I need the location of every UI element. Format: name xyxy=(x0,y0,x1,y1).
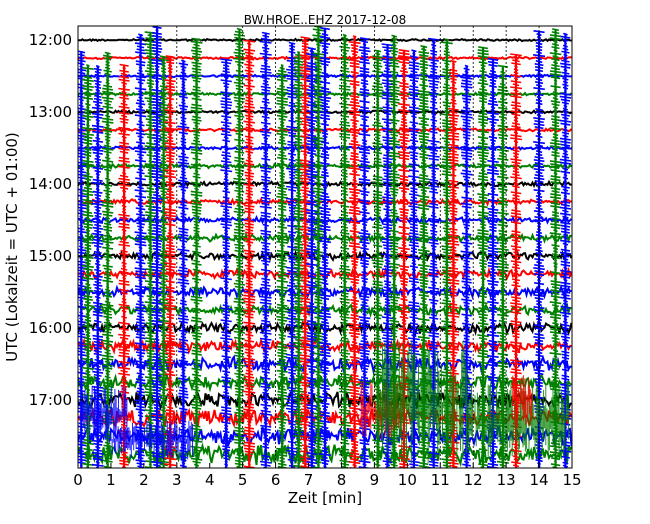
event-spike xyxy=(338,33,351,468)
x-axis-label: Zeit [min] xyxy=(288,489,362,507)
x-tick-label: 1 xyxy=(106,471,116,489)
y-axis-label: UTC (Lokalzeit = UTC + 01:00) xyxy=(3,132,21,362)
event-spike xyxy=(220,58,233,468)
x-tick-label: 4 xyxy=(205,471,215,489)
event-spike xyxy=(164,55,177,468)
event-spike xyxy=(276,63,289,468)
noise-burst xyxy=(110,420,193,460)
event-spike xyxy=(150,26,164,468)
event-spike xyxy=(190,37,203,468)
x-tick-label: 8 xyxy=(337,471,347,489)
event-spike xyxy=(243,39,256,468)
event-spike xyxy=(144,31,157,468)
event-spike xyxy=(259,31,272,468)
event-spike xyxy=(312,26,325,468)
event-spike xyxy=(81,63,94,468)
x-tick-label: 7 xyxy=(304,471,314,489)
y-tick-label: 16:00 xyxy=(29,319,72,337)
y-axis: 12:00 13:00 14:00 15:00 16:00 17:00 xyxy=(29,31,83,409)
x-axis: 0 1 2 3 4 5 6 7 8 9 10 11 12 13 14 15 xyxy=(73,463,582,489)
x-tick-label: 3 xyxy=(172,471,182,489)
event-spike xyxy=(299,36,312,468)
event-spike xyxy=(292,50,305,468)
y-tick-label: 15:00 xyxy=(29,247,72,265)
noise-burst xyxy=(512,375,533,428)
event-spike xyxy=(285,41,299,468)
noise-burst-layer xyxy=(80,340,570,464)
event-spike xyxy=(177,59,190,468)
event-spike xyxy=(305,47,318,468)
x-tick-label: 11 xyxy=(431,471,450,489)
x-tick-label: 14 xyxy=(530,471,549,489)
x-tick-label: 9 xyxy=(370,471,380,489)
y-tick-label: 14:00 xyxy=(29,175,72,193)
x-tick-label: 15 xyxy=(562,471,581,489)
x-tick-label: 2 xyxy=(139,471,149,489)
x-tick-label: 10 xyxy=(398,471,417,489)
event-spike xyxy=(348,35,361,468)
event-spike xyxy=(157,55,170,468)
grid-layer xyxy=(176,26,540,468)
event-spike xyxy=(134,33,147,468)
x-tick-label: 12 xyxy=(464,471,483,489)
y-tick-label: 12:00 xyxy=(29,31,72,49)
x-tick-label: 6 xyxy=(271,471,281,489)
event-spike xyxy=(233,27,246,468)
x-tick-label: 0 xyxy=(73,471,83,489)
events-layer xyxy=(78,26,572,468)
plot-frame xyxy=(77,25,573,469)
x-tick-label: 5 xyxy=(238,471,248,489)
x-tick-label: 13 xyxy=(497,471,516,489)
y-tick-label: 17:00 xyxy=(29,391,72,409)
chart-title: BW.HROE..EHZ 2017-12-08 xyxy=(244,13,407,27)
noise-burst xyxy=(80,385,128,440)
noise-burst xyxy=(377,340,467,464)
y-tick-label: 13:00 xyxy=(29,103,72,121)
event-spike xyxy=(318,27,332,468)
